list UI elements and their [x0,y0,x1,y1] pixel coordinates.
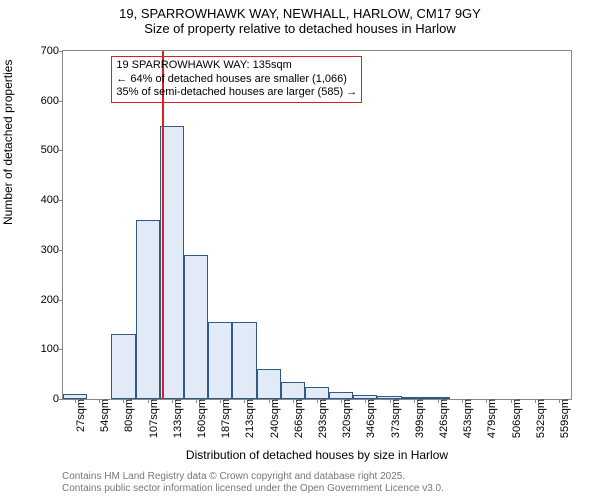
x-tick-label: 479sqm [482,399,498,438]
x-tick-label: 240sqm [265,399,281,438]
x-tick-label: 453sqm [458,399,474,438]
histogram-bar [257,369,281,399]
x-tick-label: 160sqm [192,399,208,438]
x-tick-label: 187sqm [216,399,232,438]
x-tick-label: 346sqm [361,399,377,438]
x-tick-label: 559sqm [555,399,571,438]
histogram-bar [305,387,329,399]
footer-line2: Contains public sector information licen… [62,483,444,495]
title-line2: Size of property relative to detached ho… [0,21,600,36]
x-tick-label: 133sqm [168,399,184,438]
histogram-bar [184,255,208,399]
histogram-bar [329,392,353,399]
title-block: 19, SPARROWHAWK WAY, NEWHALL, HARLOW, CM… [0,0,600,36]
annotation-line1: 19 SPARROWHAWK WAY: 135sqm [116,59,357,73]
x-tick-label: 27sqm [71,399,87,432]
chart-container: 19, SPARROWHAWK WAY, NEWHALL, HARLOW, CM… [0,0,600,500]
x-tick-label: 506sqm [507,399,523,438]
x-tick-label: 320sqm [337,399,353,438]
x-tick-label: 266sqm [289,399,305,438]
x-tick-label: 293sqm [313,399,329,438]
x-tick-label: 532sqm [531,399,547,438]
y-tick-mark [59,399,63,400]
footer: Contains HM Land Registry data © Crown c… [62,471,444,495]
histogram-bar [232,322,256,399]
y-axis-label: Number of detached properties [1,60,15,225]
y-tick-mark [59,349,63,350]
footer-line1: Contains HM Land Registry data © Crown c… [62,471,444,483]
annotation-line2: ← 64% of detached houses are smaller (1,… [116,73,357,87]
y-tick-mark [59,300,63,301]
histogram-bar [111,334,135,399]
x-axis-label: Distribution of detached houses by size … [62,448,572,462]
x-tick-label: 54sqm [95,399,111,432]
y-tick-mark [59,51,63,52]
histogram-bar [208,322,232,399]
x-tick-label: 399sqm [410,399,426,438]
x-tick-label: 213sqm [240,399,256,438]
y-tick-mark [59,200,63,201]
annotation-box: 19 SPARROWHAWK WAY: 135sqm← 64% of detac… [111,56,362,103]
annotation-line3: 35% of semi-detached houses are larger (… [116,86,357,100]
histogram-bar [281,382,305,399]
x-tick-label: 80sqm [119,399,135,432]
y-tick-mark [59,150,63,151]
x-tick-label: 373sqm [386,399,402,438]
y-tick-mark [59,250,63,251]
x-tick-label: 426sqm [434,399,450,438]
plot-area: 010020030040050060070027sqm54sqm80sqm107… [62,50,572,400]
y-tick-mark [59,101,63,102]
title-line1: 19, SPARROWHAWK WAY, NEWHALL, HARLOW, CM… [0,6,600,21]
histogram-bar [136,220,160,399]
x-tick-label: 107sqm [144,399,160,438]
